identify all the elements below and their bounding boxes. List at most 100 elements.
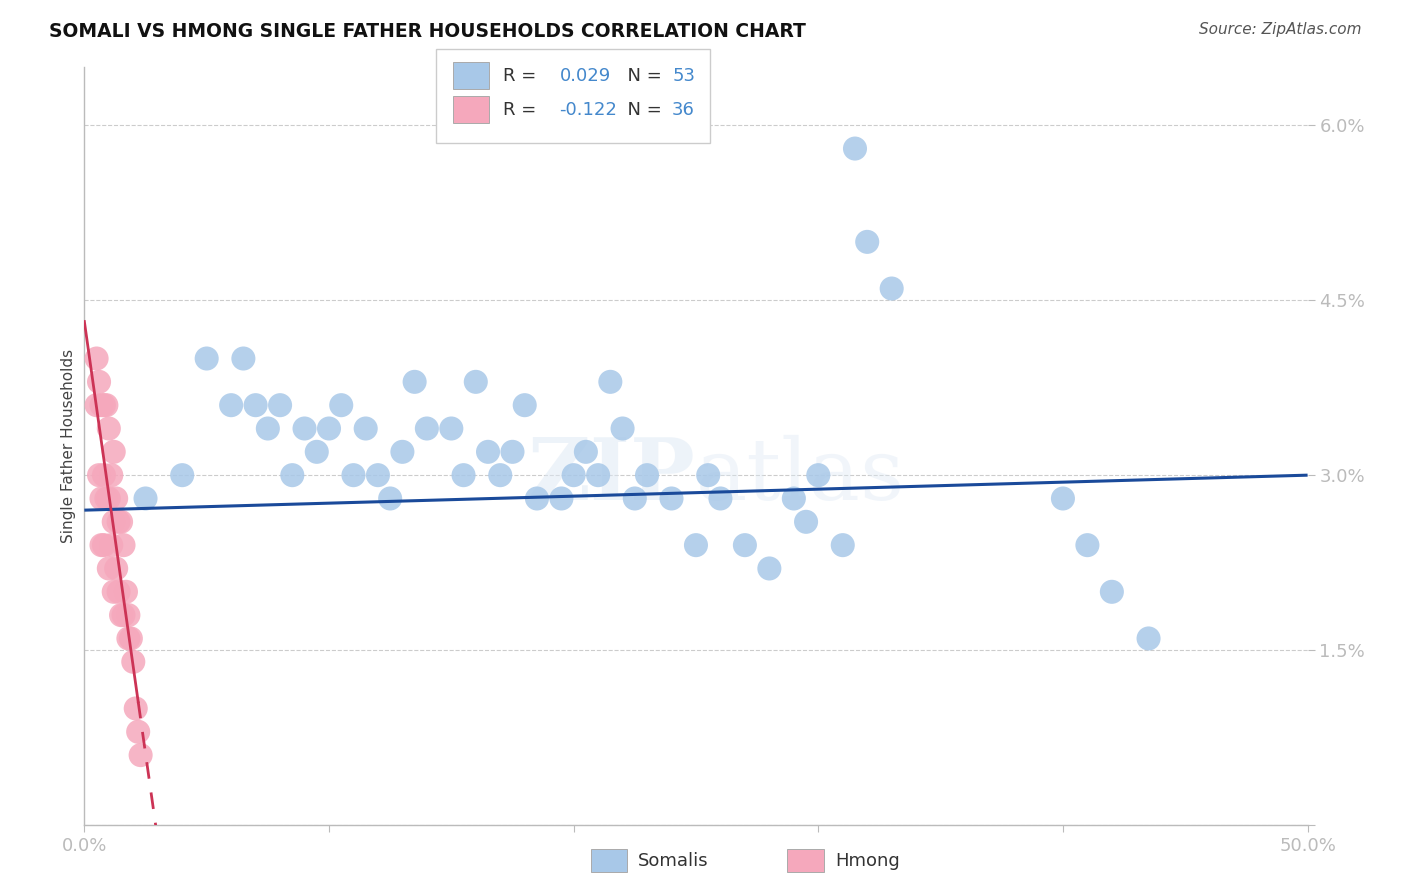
Point	[86, 351, 108, 366]
Point	[1101, 584, 1123, 599]
Point	[758, 561, 780, 575]
Point	[93, 538, 115, 552]
Point	[380, 491, 402, 506]
Point	[90, 538, 112, 552]
Point	[464, 375, 486, 389]
Point	[281, 468, 304, 483]
Point	[219, 398, 242, 412]
Point	[112, 608, 135, 623]
Point	[526, 491, 548, 506]
Point	[844, 142, 866, 156]
Point	[404, 375, 426, 389]
Point	[97, 561, 120, 575]
Text: Somalis: Somalis	[638, 852, 709, 870]
Point	[100, 468, 122, 483]
Text: atlas: atlas	[696, 434, 905, 518]
Point	[120, 632, 142, 646]
Point	[269, 398, 291, 412]
Point	[513, 398, 536, 412]
Text: R =: R =	[503, 101, 543, 119]
Point	[105, 561, 128, 575]
Text: 36: 36	[672, 101, 695, 119]
Point	[117, 608, 139, 623]
Point	[87, 375, 110, 389]
Point	[103, 584, 125, 599]
Point	[117, 632, 139, 646]
Point	[354, 421, 377, 435]
Point	[734, 538, 756, 552]
Text: SOMALI VS HMONG SINGLE FATHER HOUSEHOLDS CORRELATION CHART: SOMALI VS HMONG SINGLE FATHER HOUSEHOLDS…	[49, 22, 806, 41]
Point	[97, 491, 120, 506]
Point	[87, 468, 110, 483]
Point	[96, 491, 118, 506]
Point	[90, 398, 112, 412]
Point	[125, 701, 148, 715]
Point	[489, 468, 512, 483]
Point	[586, 468, 609, 483]
Point	[440, 421, 463, 435]
Point	[305, 445, 328, 459]
Point	[1052, 491, 1074, 506]
Point	[330, 398, 353, 412]
Text: -0.122: -0.122	[560, 101, 617, 119]
Point	[697, 468, 720, 483]
Point	[391, 445, 413, 459]
Point	[502, 445, 524, 459]
Text: Hmong: Hmong	[835, 852, 900, 870]
Text: 0.029: 0.029	[560, 67, 610, 85]
Point	[110, 608, 132, 623]
Point	[624, 491, 647, 506]
Point	[661, 491, 683, 506]
Point	[97, 421, 120, 435]
Point	[831, 538, 853, 552]
Point	[195, 351, 218, 366]
Point	[550, 491, 572, 506]
Point	[103, 445, 125, 459]
Point	[100, 538, 122, 552]
Y-axis label: Single Father Households: Single Father Households	[60, 349, 76, 543]
Point	[110, 515, 132, 529]
Point	[107, 515, 129, 529]
Point	[685, 538, 707, 552]
Point	[115, 584, 138, 599]
Point	[112, 538, 135, 552]
Point	[294, 421, 316, 435]
Point	[599, 375, 621, 389]
Point	[794, 515, 817, 529]
Point	[86, 398, 108, 412]
Point	[232, 351, 254, 366]
Point	[453, 468, 475, 483]
Point	[477, 445, 499, 459]
Point	[107, 584, 129, 599]
Point	[245, 398, 267, 412]
Point	[93, 398, 115, 412]
Point	[257, 421, 280, 435]
Point	[127, 724, 149, 739]
Point	[880, 281, 903, 295]
Point	[122, 655, 145, 669]
Point	[105, 491, 128, 506]
Point	[636, 468, 658, 483]
Point	[856, 235, 879, 249]
Point	[135, 491, 157, 506]
Point	[562, 468, 585, 483]
Point	[575, 445, 598, 459]
Point	[1137, 632, 1160, 646]
Text: N =: N =	[616, 67, 668, 85]
Point	[612, 421, 634, 435]
Point	[1076, 538, 1098, 552]
Point	[783, 491, 806, 506]
Point	[367, 468, 389, 483]
Point	[129, 748, 152, 763]
Point	[90, 491, 112, 506]
Point	[416, 421, 439, 435]
Point	[709, 491, 731, 506]
Point	[172, 468, 194, 483]
Text: Source: ZipAtlas.com: Source: ZipAtlas.com	[1198, 22, 1361, 37]
Point	[103, 515, 125, 529]
Point	[96, 398, 118, 412]
Text: R =: R =	[503, 67, 543, 85]
Point	[93, 468, 115, 483]
Point	[342, 468, 364, 483]
Point	[807, 468, 830, 483]
